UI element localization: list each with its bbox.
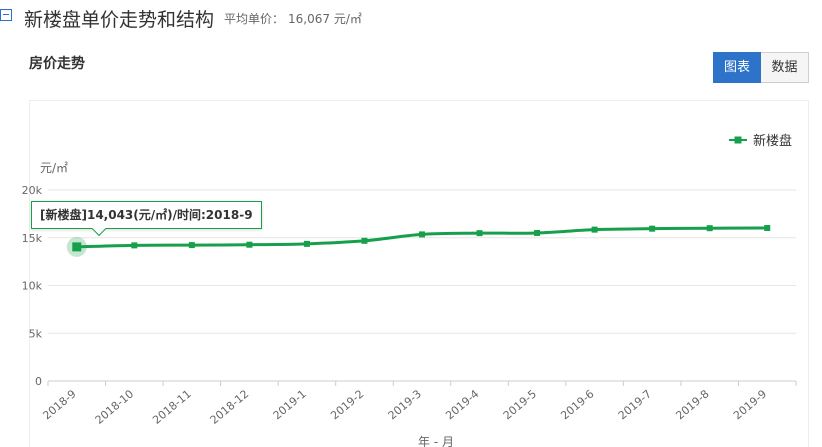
data-point: [591, 226, 598, 233]
legend-label: 新楼盘: [753, 133, 792, 149]
data-point: [361, 237, 368, 244]
grid-lines: [48, 189, 796, 382]
y-axis-label: 元/㎡: [40, 161, 68, 175]
data-point: [649, 225, 656, 232]
collapse-icon[interactable]: [0, 9, 12, 21]
chart-section-title: 房价走势: [29, 56, 85, 72]
x-tick-label: 2018-12: [208, 387, 252, 427]
y-tick-label: 20k: [22, 184, 43, 197]
data-point: [476, 230, 483, 237]
data-point: [188, 242, 195, 249]
data-point: [303, 240, 310, 247]
x-tick-label: 2019-3: [386, 387, 424, 422]
x-tick-label: 2019-6: [558, 387, 596, 422]
data-point: [706, 225, 713, 232]
view-toggle: 图表 数据: [713, 52, 809, 83]
x-axis-label: 年 - 月: [418, 435, 454, 447]
x-tick-label: 2019-2: [328, 387, 366, 422]
data-point: [764, 225, 771, 232]
data-view-button[interactable]: 数据: [761, 52, 809, 83]
section-header: 新楼盘单价走势和结构 平均单价： 16,067 元/㎡: [0, 0, 822, 36]
y-tick-label: 10k: [22, 280, 43, 293]
data-point: [131, 242, 138, 249]
y-tick-label: 5k: [29, 327, 43, 340]
chart-view-button[interactable]: 图表: [713, 52, 761, 83]
data-point: [246, 241, 253, 248]
data-point: [534, 229, 541, 236]
legend[interactable]: 新楼盘: [729, 133, 792, 149]
y-tick-label: 0: [35, 375, 42, 388]
x-tick-label: 2018-9: [40, 387, 78, 422]
legend-marker: [734, 136, 742, 144]
section-title: 新楼盘单价走势和结构: [24, 9, 215, 31]
series-layer: [66, 225, 771, 257]
data-tooltip: [新楼盘]14,043(元/㎡)/时间:2018-9: [31, 201, 262, 229]
chart-panel: [29, 100, 809, 447]
x-tick-label: 2019-9: [731, 387, 769, 422]
y-tick-label: 15k: [22, 232, 43, 245]
x-tick-label: 2019-8: [673, 387, 711, 422]
average-price: 平均单价： 16,067 元/㎡: [224, 10, 362, 27]
x-tick-label: 2019-1: [271, 387, 309, 422]
x-tick-label: 2019-7: [616, 387, 654, 422]
x-tick-label: 2019-4: [443, 387, 481, 422]
data-point: [72, 242, 82, 252]
x-tick-label: 2018-11: [150, 387, 194, 427]
x-tick-label: 2019-5: [501, 387, 539, 422]
x-tick-label: 2018-10: [93, 387, 137, 427]
data-point: [419, 231, 425, 238]
average-price-value: 16,067 元/㎡: [288, 12, 362, 26]
average-price-label: 平均单价：: [224, 12, 285, 26]
